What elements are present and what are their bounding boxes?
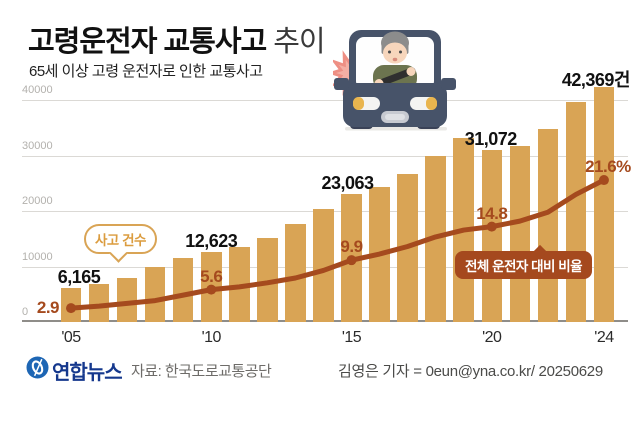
bar-value-label-2010: 12,623 bbox=[185, 230, 238, 251]
y-tick-label-40000: 40000 bbox=[22, 84, 53, 96]
x-tick-label-2024: '24 bbox=[594, 329, 614, 346]
bar-2007 bbox=[116, 277, 138, 322]
line-series-callout: 전체 운전자 대비 비율 bbox=[455, 244, 593, 279]
driver-eye-left bbox=[388, 50, 391, 54]
car-illustration bbox=[333, 30, 456, 131]
bar-2010 bbox=[201, 251, 222, 322]
steering-wheel bbox=[374, 67, 416, 88]
bar-2020 bbox=[481, 149, 502, 322]
title-main: 고령운전자 교통사고 bbox=[28, 26, 267, 58]
car-grille-inner bbox=[385, 114, 405, 120]
line-series-callout-label: 전체 운전자 대비 비율 bbox=[465, 259, 583, 274]
y-tick-label-20000: 20000 bbox=[22, 195, 53, 207]
y-tick-label-0: 0 bbox=[22, 306, 29, 318]
bar-2011 bbox=[229, 246, 250, 322]
bar-2013 bbox=[285, 224, 306, 322]
x-tick-label-2015: '15 bbox=[341, 329, 362, 346]
line-value-label-2010: 5.6 bbox=[200, 266, 223, 286]
y-tick-label-10000: 10000 bbox=[22, 250, 53, 263]
line-value-label-2015: 9.9 bbox=[340, 237, 363, 257]
bar-2017 bbox=[397, 173, 418, 322]
bar-series-callout: 사고 건수 bbox=[84, 224, 157, 263]
line-value-label-2005: 2.9 bbox=[36, 298, 60, 318]
bar-value-label-2015: 23,063 bbox=[321, 173, 374, 193]
x-tick-label-2020: '20 bbox=[482, 329, 502, 346]
bar-value-label-2024: 42,369건 bbox=[561, 69, 631, 90]
gridline-30000 bbox=[22, 155, 628, 157]
title-suffix: 추이 bbox=[273, 26, 325, 58]
bar-2006 bbox=[88, 283, 110, 322]
bar-2022 bbox=[537, 129, 559, 322]
page-title: 고령운전자 교통사고 추이 bbox=[28, 18, 326, 60]
bar-2019 bbox=[453, 137, 474, 322]
bar-2024 bbox=[593, 86, 615, 322]
line-value-label-2024: 21.6% bbox=[585, 157, 631, 177]
headlight-left-amber bbox=[353, 97, 364, 110]
bar-2018 bbox=[425, 155, 446, 322]
bar-2008 bbox=[144, 267, 166, 322]
yonhap-logo-icon bbox=[26, 356, 49, 379]
headlight-right-amber bbox=[426, 97, 437, 110]
bar-2021 bbox=[509, 145, 531, 322]
bar-2023 bbox=[565, 102, 587, 322]
car-mirror-left bbox=[334, 78, 349, 90]
bar-2005 bbox=[60, 287, 82, 322]
gridline-40000 bbox=[22, 100, 628, 101]
driver-eye-right bbox=[399, 50, 402, 54]
driver-face bbox=[383, 42, 407, 64]
bar-value-label-2005: 6,165 bbox=[57, 266, 101, 287]
driver-hand-right bbox=[406, 67, 416, 76]
data-source: 자료: 한국도로교통공단 bbox=[131, 363, 272, 380]
bar-2009 bbox=[172, 257, 194, 322]
bar-2015 bbox=[341, 194, 362, 322]
chart-subtitle: 65세 이상 고령 운전자로 인한 교통사고 bbox=[29, 63, 263, 80]
bar-value-label-2020: 31,072 bbox=[464, 128, 518, 149]
y-tick-label-30000: 30000 bbox=[22, 139, 53, 152]
bar-2014 bbox=[313, 209, 334, 322]
line-value-label-2020: 14.8 bbox=[476, 203, 508, 223]
reporter-credit: 김영은 기자 = 0eun@yna.co.kr/ 20250629 bbox=[338, 363, 603, 380]
bar-2012 bbox=[257, 237, 278, 322]
driver-mouth bbox=[392, 57, 398, 62]
x-tick-label-2005: '05 bbox=[61, 329, 81, 346]
car-hood bbox=[343, 83, 447, 127]
x-tick-label-2010: '10 bbox=[201, 329, 222, 346]
bar-2016 bbox=[369, 186, 390, 322]
yonhap-brand-name: 연합뉴스 bbox=[52, 362, 123, 384]
car-mirror-right bbox=[441, 78, 456, 90]
